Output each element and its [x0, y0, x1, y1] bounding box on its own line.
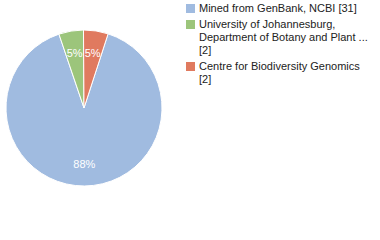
html-text:Mined from GenBank, NCBI [31]: Mined from GenBank, NCBI [31] — [199, 2, 357, 14]
html-text:Centre for Biodiversity Genomi: Centre for Biodiversity Genomics [2] — [199, 60, 360, 85]
html-text:University of Johannesburg, De: University of Johannesburg, Department o… — [199, 18, 368, 56]
svg-text:5%: 5% — [67, 47, 83, 59]
svg-text:5%: 5% — [85, 47, 101, 59]
svg-text:88%: 88% — [73, 158, 95, 170]
